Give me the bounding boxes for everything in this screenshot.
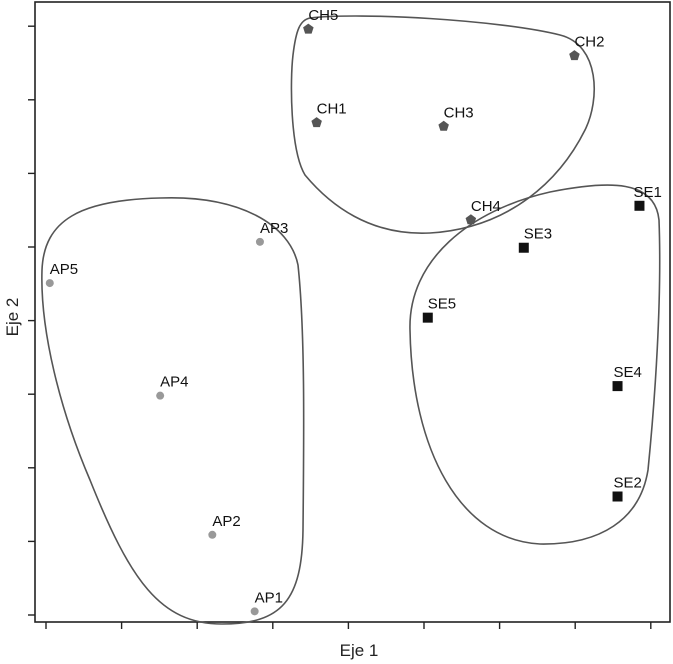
point-label-se3: SE3: [524, 226, 552, 243]
point-label-ch3: CH3: [444, 104, 474, 121]
point-label-ch5: CH5: [308, 7, 338, 24]
point-ap1: [250, 607, 259, 616]
point-ch3: [438, 120, 449, 131]
point-label-se5: SE5: [428, 296, 456, 313]
point-label-ap3: AP3: [260, 220, 288, 237]
y-axis-label: Eje 2: [3, 298, 22, 337]
point-label-se1: SE1: [633, 184, 661, 201]
point-se5: [422, 312, 433, 323]
cluster-outlines: [41, 15, 661, 625]
point-ch2: [569, 50, 580, 61]
axis-ticks: [28, 25, 652, 629]
point-se4: [612, 381, 623, 392]
point-se3: [518, 242, 529, 253]
x-axis-label: Eje 1: [340, 641, 379, 660]
cluster-outline-ap: [41, 197, 305, 625]
data-points: AP1 AP2 AP3 AP4 AP5 CH1 CH2 CH3 CH4 CH5 SE1 SE2 SE3 S…: [45, 7, 662, 616]
point-se2: [612, 491, 623, 502]
point-ap5: [45, 279, 54, 288]
point-label-se4: SE4: [614, 364, 642, 381]
point-ch4: [465, 214, 477, 225]
point-ap3: [255, 237, 264, 246]
point-label-ch2: CH2: [574, 34, 604, 51]
point-ch1: [311, 117, 322, 128]
point-label-ap4: AP4: [160, 374, 188, 391]
point-ch5: [303, 23, 314, 34]
point-label-ap1: AP1: [255, 589, 283, 606]
cluster-outline-se: [409, 184, 661, 545]
plot-frame: [34, 1, 671, 623]
point-label-ch1: CH1: [317, 101, 347, 118]
point-ap4: [156, 391, 165, 400]
point-se1: [634, 200, 645, 211]
point-ap2: [208, 530, 217, 539]
point-label-ap5: AP5: [50, 261, 78, 278]
cluster-outline-ch: [290, 15, 595, 234]
point-label-ch4: CH4: [471, 198, 501, 215]
point-label-se2: SE2: [614, 475, 642, 492]
point-label-ap2: AP2: [212, 513, 240, 530]
